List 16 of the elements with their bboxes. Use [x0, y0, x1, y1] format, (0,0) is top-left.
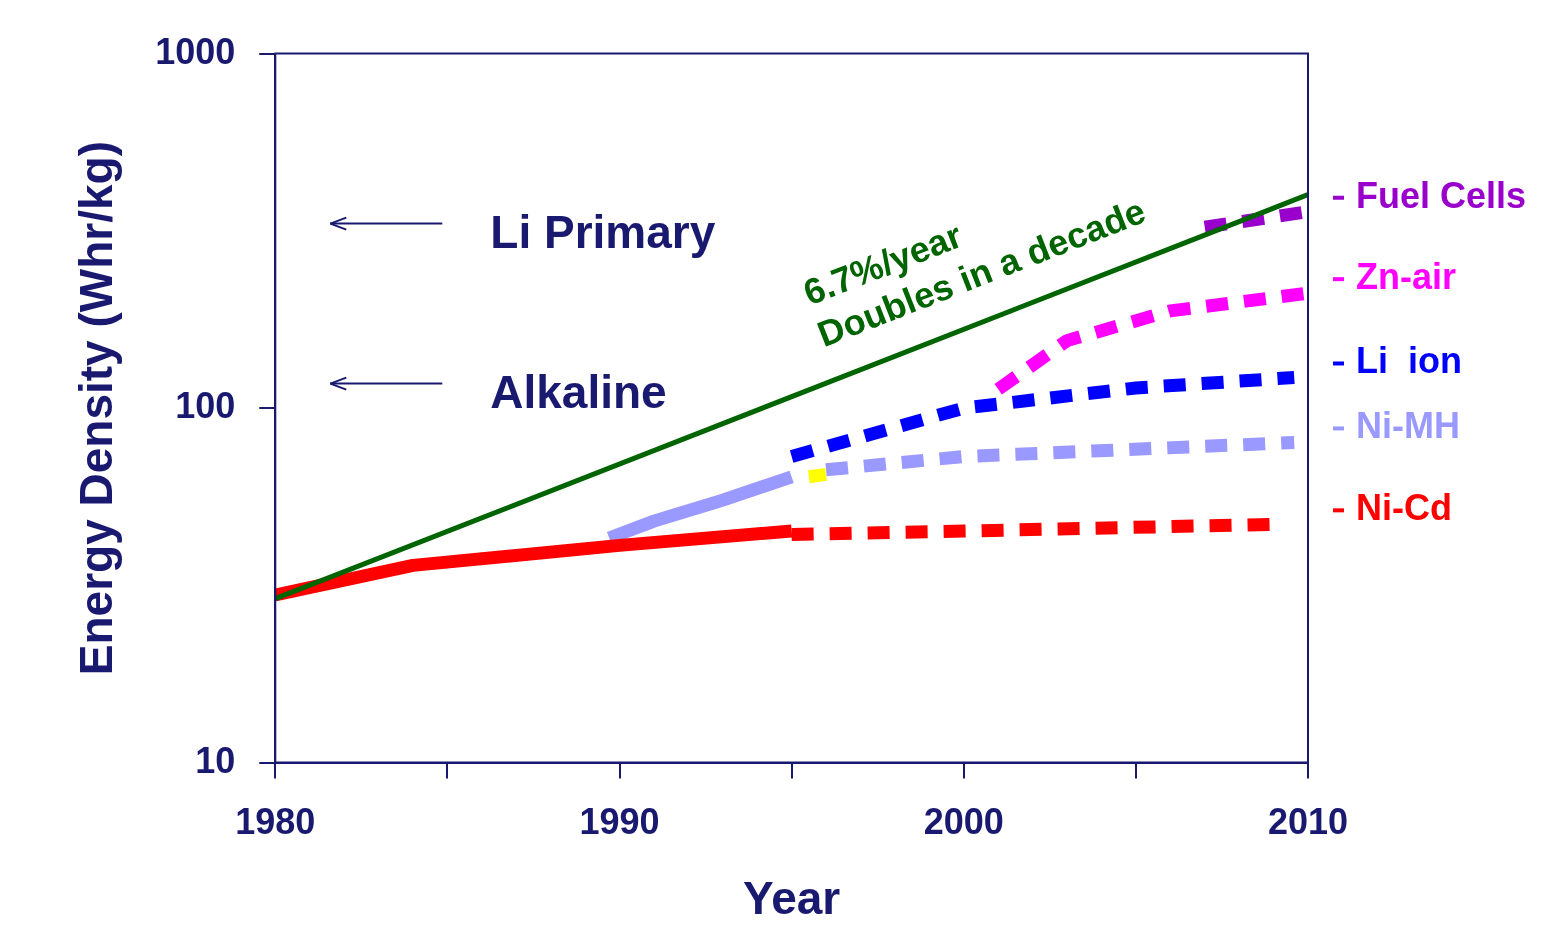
legend-label: Ni-MH: [1356, 405, 1460, 447]
legend-label: Zn-air: [1356, 256, 1457, 298]
x-tick-label: 1980: [235, 801, 316, 843]
y-axis-title: Energy Density (Whr/kg): [70, 141, 123, 676]
x-tick-label: 1990: [579, 801, 660, 843]
x-axis-title: Year: [743, 872, 841, 925]
annotation: Alkaline: [490, 366, 667, 419]
annotation: Li Primary: [490, 206, 716, 259]
x-tick-label: 2010: [1267, 801, 1349, 843]
legend-label: Ni-Cd: [1356, 487, 1452, 529]
legend-label: Fuel Cells: [1356, 174, 1527, 216]
y-tick-label: 1000: [155, 30, 236, 72]
y-tick-label: 100: [175, 385, 236, 427]
y-tick-label: 10: [195, 739, 236, 781]
x-tick-label: 2000: [923, 801, 1004, 843]
legend-label: Li ion: [1356, 340, 1462, 382]
